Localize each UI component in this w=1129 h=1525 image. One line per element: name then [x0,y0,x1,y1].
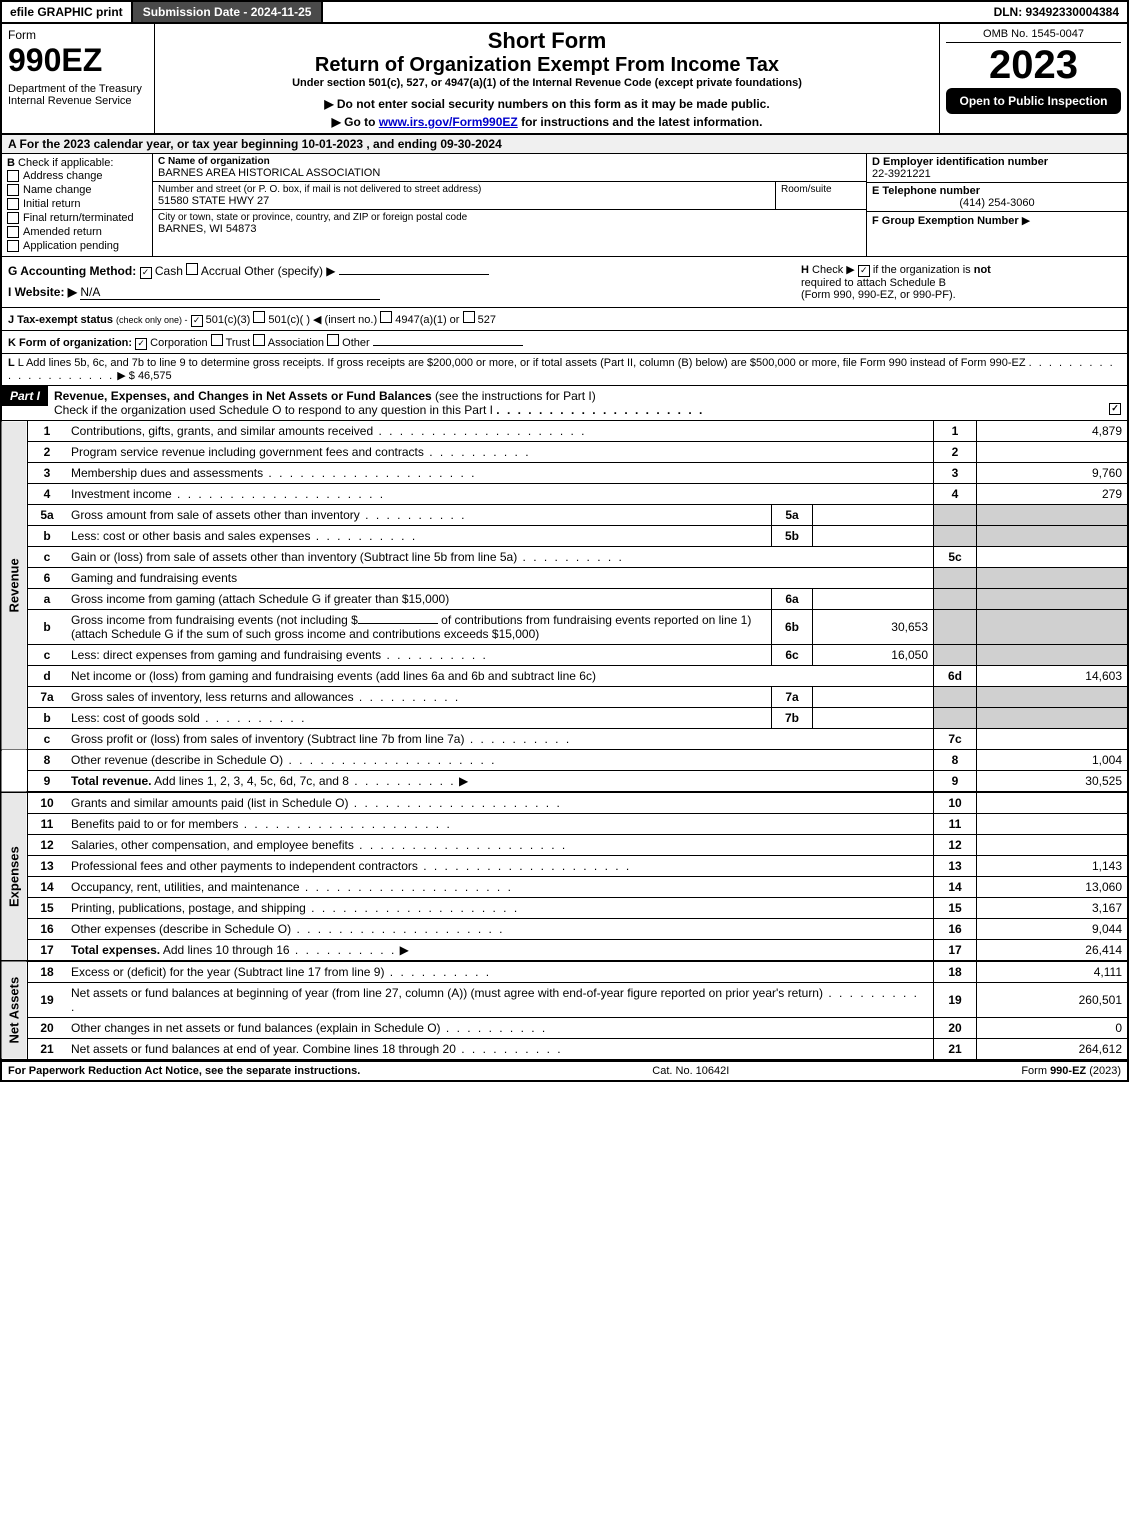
header-right: OMB No. 1545-0047 2023 Open to Public In… [940,24,1127,133]
cb-amended-return[interactable] [7,226,19,238]
cb-schedule-o-part1[interactable] [1109,403,1121,415]
omb-no: OMB No. 1545-0047 [946,28,1121,43]
line-7a: 7a Gross sales of inventory, less return… [1,687,1128,708]
line-6: 6 Gaming and fundraising events [1,568,1128,589]
footer: For Paperwork Reduction Act Notice, see … [0,1060,1129,1082]
line-2: 2 Program service revenue including gove… [1,442,1128,463]
line-7c: c Gross profit or (loss) from sales of i… [1,729,1128,750]
note-ssn: ▶ Do not enter social security numbers o… [161,97,933,111]
section-c: C Name of organization BARNES AREA HISTO… [153,154,867,256]
note-goto: ▶ Go to www.irs.gov/Form990EZ for instru… [161,115,933,129]
part1-table: Revenue 1 Contributions, gifts, grants, … [0,421,1129,1060]
line-21: 21 Net assets or fund balances at end of… [1,1039,1128,1060]
header-center: Short Form Return of Organization Exempt… [155,24,940,133]
line-15: 15 Printing, publications, postage, and … [1,898,1128,919]
line-1: Revenue 1 Contributions, gifts, grants, … [1,421,1128,442]
line-7b: b Less: cost of goods sold 7b [1,708,1128,729]
line-12: 12 Salaries, other compensation, and emp… [1,835,1128,856]
line-20: 20 Other changes in net assets or fund b… [1,1018,1128,1039]
line-8: 8 Other revenue (describe in Schedule O)… [1,750,1128,771]
line-6d: d Net income or (loss) from gaming and f… [1,666,1128,687]
expenses-label: Expenses [1,792,28,961]
dln: DLN: 93492330004384 [986,2,1127,22]
line-3: 3 Membership dues and assessments 3 9,76… [1,463,1128,484]
line-18: Net Assets 18 Excess or (deficit) for th… [1,961,1128,983]
cb-527[interactable] [463,311,475,323]
ein: 22-3921221 [872,168,1122,180]
header-left: Form 990EZ Department of the Treasury In… [2,24,155,133]
cb-association[interactable] [253,334,265,346]
short-form-title: Short Form [161,28,933,54]
section-h: H Check ▶ if the organization is not req… [801,263,1121,301]
line-5b: b Less: cost or other basis and sales ex… [1,526,1128,547]
tax-year: 2023 [946,43,1121,88]
line-6b: b Gross income from fundraising events (… [1,610,1128,645]
cb-corporation[interactable] [135,338,147,350]
part1-header: Part I Revenue, Expenses, and Changes in… [0,386,1129,421]
line-11: 11 Benefits paid to or for members 11 [1,814,1128,835]
line-14: 14 Occupancy, rent, utilities, and maint… [1,877,1128,898]
paperwork-notice: For Paperwork Reduction Act Notice, see … [8,1065,360,1077]
line-5a: 5a Gross amount from sale of assets othe… [1,505,1128,526]
open-to-public: Open to Public Inspection [946,88,1121,114]
org-name: BARNES AREA HISTORICAL ASSOCIATION [158,167,861,179]
cb-cash[interactable] [140,267,152,279]
sections-bcdef: B Check if applicable: Address change Na… [0,154,1129,257]
section-b: B Check if applicable: Address change Na… [2,154,153,256]
line-9: 9 Total revenue. Add lines 1, 2, 3, 4, 5… [1,771,1128,793]
part1-label: Part I [2,386,48,406]
line-13: 13 Professional fees and other payments … [1,856,1128,877]
cat-no: Cat. No. 10642I [652,1065,729,1077]
telephone: (414) 254-3060 [872,197,1122,209]
form-header: Form 990EZ Department of the Treasury In… [0,24,1129,135]
cb-other-org[interactable] [327,334,339,346]
line-19: 19 Net assets or fund balances at beginn… [1,983,1128,1018]
form-ref: Form 990-EZ (2023) [1021,1065,1121,1077]
section-def: D Employer identification number 22-3921… [867,154,1127,256]
city-state-zip: BARNES, WI 54873 [158,223,861,235]
form-number: 990EZ [8,42,148,79]
cb-address-change[interactable] [7,170,19,182]
line-6c: c Less: direct expenses from gaming and … [1,645,1128,666]
section-a: A For the 2023 calendar year, or tax yea… [0,135,1129,154]
line-5c: c Gain or (loss) from sale of assets oth… [1,547,1128,568]
group-arrow: ▶ [1022,215,1030,227]
cb-schedule-b-not-required[interactable] [858,265,870,277]
cb-4947[interactable] [380,311,392,323]
website: N/A [80,285,380,300]
topbar: efile GRAPHIC print Submission Date - 20… [0,0,1129,24]
gross-receipts: $ 46,575 [129,370,172,382]
cb-final-return[interactable] [7,212,19,224]
revenue-label: Revenue [1,421,28,750]
cb-initial-return[interactable] [7,198,19,210]
irs-link[interactable]: www.irs.gov/Form990EZ [379,115,518,129]
line-16: 16 Other expenses (describe in Schedule … [1,919,1128,940]
efile-print[interactable]: efile GRAPHIC print [2,2,133,22]
line-10: Expenses 10 Grants and similar amounts p… [1,792,1128,814]
cb-application-pending[interactable] [7,240,19,252]
section-j: J Tax-exempt status (check only one) - 5… [0,308,1129,331]
line-17: 17 Total expenses. Add lines 10 through … [1,940,1128,962]
submission-date: Submission Date - 2024-11-25 [133,2,324,22]
topbar-left: efile GRAPHIC print Submission Date - 20… [2,2,323,22]
subtitle: Under section 501(c), 527, or 4947(a)(1)… [161,77,933,89]
cb-trust[interactable] [211,334,223,346]
netassets-label: Net Assets [1,961,28,1060]
cb-name-change[interactable] [7,184,19,196]
return-title: Return of Organization Exempt From Incom… [161,54,933,77]
cb-501c[interactable] [253,311,265,323]
line-6a: a Gross income from gaming (attach Sched… [1,589,1128,610]
section-l: L L Add lines 5b, 6c, and 7b to line 9 t… [0,354,1129,386]
street-address: 51580 STATE HWY 27 [158,195,770,207]
cb-501c3[interactable] [191,315,203,327]
sections-gh: G Accounting Method: Cash Accrual Other … [0,257,1129,308]
line-4: 4 Investment income 4 279 [1,484,1128,505]
dept-treasury: Department of the Treasury Internal Reve… [8,83,148,107]
section-k: K Form of organization: Corporation Trus… [0,331,1129,354]
form-word: Form [8,28,148,42]
cb-accrual[interactable] [186,263,198,275]
